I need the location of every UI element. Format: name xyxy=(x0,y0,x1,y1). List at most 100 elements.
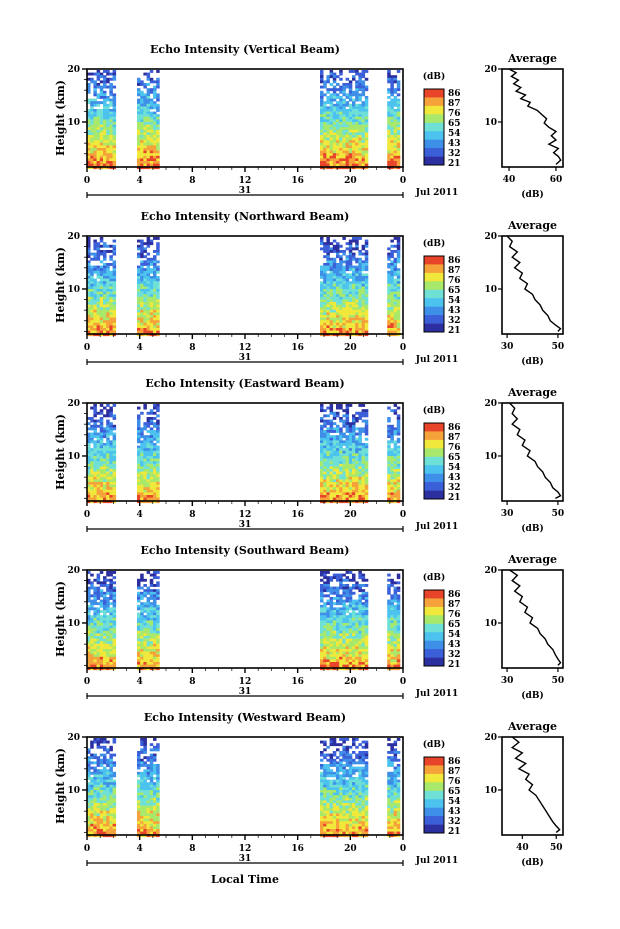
heatmap-cell xyxy=(87,330,91,334)
heatmap-cell xyxy=(342,163,346,167)
heatmap-cell xyxy=(87,252,91,256)
heatmap-cell xyxy=(348,476,353,480)
heatmap-cell xyxy=(103,633,107,637)
heatmap-cell xyxy=(352,664,356,668)
heatmap-cell xyxy=(339,135,343,138)
heatmap-cell xyxy=(112,140,117,144)
heatmap-cell xyxy=(396,80,401,84)
heatmap-cell xyxy=(342,294,346,298)
heatmap-cell xyxy=(109,77,113,81)
heatmap-cell xyxy=(106,610,110,613)
heatmap-cell xyxy=(326,584,330,587)
heatmap-cell xyxy=(137,414,141,418)
colorbar-label: 32 xyxy=(448,650,461,660)
heatmap-cell xyxy=(396,489,401,493)
colorbar-label: 54 xyxy=(448,129,461,139)
heatmap-cell xyxy=(332,461,337,465)
heatmap-cell xyxy=(149,643,154,647)
heatmap-cell xyxy=(156,299,160,303)
heatmap-cell xyxy=(339,607,343,611)
heatmap-cell xyxy=(90,482,94,485)
heatmap-cell xyxy=(137,315,141,318)
heatmap-cell xyxy=(87,161,91,164)
heatmap-cell xyxy=(143,607,147,611)
heatmap-cell xyxy=(137,106,141,110)
heatmap-cell xyxy=(364,265,369,269)
heatmap-cell xyxy=(348,132,353,136)
heatmap-cell xyxy=(390,430,394,433)
heatmap-cell xyxy=(387,328,391,331)
y-tick-label: 10 xyxy=(67,619,80,629)
heatmap-cell xyxy=(112,291,117,295)
heatmap-cell xyxy=(336,484,340,488)
heatmap-cell xyxy=(348,628,353,632)
heatmap-cell xyxy=(320,424,324,428)
heatmap-cell xyxy=(99,124,104,128)
heatmap-cell xyxy=(323,119,327,123)
heatmap-cell xyxy=(364,242,369,246)
heatmap-cell xyxy=(390,129,394,133)
heatmap-cell xyxy=(93,589,97,593)
heatmap-cell xyxy=(90,273,94,277)
heatmap-cell xyxy=(348,589,353,593)
heatmap-cell xyxy=(103,328,107,331)
y-tick-label: 20 xyxy=(67,566,80,576)
heatmap-cell xyxy=(390,145,394,149)
heatmap-cell xyxy=(146,599,151,603)
heatmap-cell xyxy=(352,662,356,665)
heatmap-cell xyxy=(87,599,91,603)
heatmap-cell xyxy=(352,98,356,102)
heatmap-cell xyxy=(358,656,362,660)
heatmap-cell xyxy=(87,129,91,133)
heatmap-cell xyxy=(99,317,104,321)
heatmap-cell xyxy=(153,296,157,300)
heatmap-cell xyxy=(149,116,154,120)
heatmap-cell xyxy=(393,257,398,261)
heatmap-cell xyxy=(352,268,356,272)
heatmap-cell xyxy=(137,129,141,133)
heatmap-cell xyxy=(96,299,101,303)
heatmap-cell xyxy=(345,430,350,433)
heatmap-cell xyxy=(336,302,340,305)
heatmap-cell xyxy=(156,476,160,480)
heatmap-cell xyxy=(358,309,362,313)
heatmap-cell xyxy=(153,111,157,115)
heatmap-cell xyxy=(339,114,343,118)
heatmap-cell xyxy=(140,466,144,470)
heatmap-cell xyxy=(352,414,356,418)
heatmap-cell xyxy=(364,289,369,292)
heatmap-cell xyxy=(326,427,330,431)
heatmap-cell xyxy=(393,630,398,634)
heatmap-cell xyxy=(323,80,327,84)
heatmap-cell xyxy=(390,664,394,668)
heatmap-cell xyxy=(140,103,144,107)
heatmap-cell xyxy=(348,135,353,138)
heatmap-cell xyxy=(352,291,356,295)
heatmap-cell xyxy=(137,137,141,141)
heatmap-cell xyxy=(342,662,346,665)
heatmap-cell xyxy=(364,148,369,151)
profile-line xyxy=(509,569,562,666)
heatmap-cell xyxy=(326,148,330,151)
colorbar-frame xyxy=(423,422,445,500)
heatmap-cell xyxy=(358,612,362,616)
heatmap-cell xyxy=(320,662,324,665)
heatmap-cell xyxy=(149,594,154,598)
heatmap-cell xyxy=(99,265,104,269)
heatmap-cell xyxy=(326,294,330,298)
heatmap-cell xyxy=(364,132,369,136)
heatmap-cell xyxy=(146,430,151,433)
heatmap-cell xyxy=(339,489,343,493)
heatmap-cell xyxy=(103,109,107,112)
heatmap-cell xyxy=(329,586,334,590)
heatmap-cell xyxy=(329,129,334,133)
heatmap-cell xyxy=(361,158,366,162)
heatmap-cell xyxy=(332,320,337,324)
heatmap-cell xyxy=(393,132,398,136)
heatmap-cell xyxy=(345,129,350,133)
heatmap-cell xyxy=(323,276,327,279)
heatmap-cell xyxy=(153,135,157,138)
heatmap-cell xyxy=(99,633,104,637)
heatmap-cell xyxy=(103,604,107,608)
heatmap-cell xyxy=(156,322,160,326)
